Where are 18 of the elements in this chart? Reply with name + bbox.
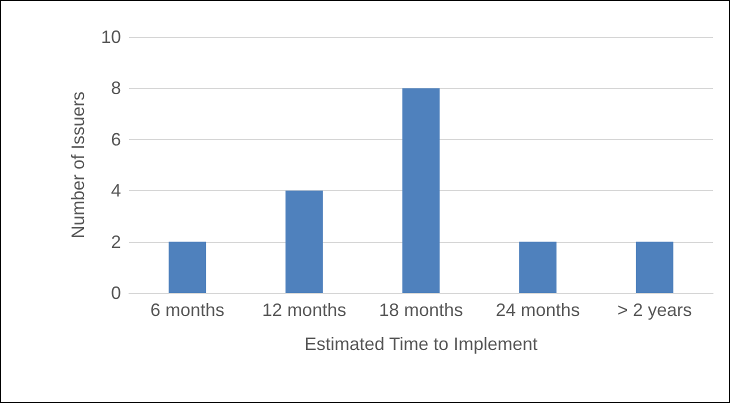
y-tick-label: 0 (110, 283, 121, 303)
x-tick-label: > 2 years (617, 300, 692, 320)
bar (636, 242, 674, 293)
y-tick-label: 6 (110, 129, 121, 150)
y-tick-label: 8 (110, 78, 121, 98)
bar (402, 88, 440, 293)
x-tick-label: 18 months (378, 300, 464, 320)
y-tick-label: 4 (110, 180, 121, 201)
y-axis-title: Number of Issuers (68, 91, 88, 239)
bar (519, 242, 556, 293)
x-axis-title: Estimated Time to Implement (304, 334, 538, 354)
bar (286, 190, 323, 293)
y-tick-label: 10 (100, 27, 121, 47)
x-tick-label: 6 months (150, 300, 224, 320)
y-tick-label: 2 (110, 232, 121, 252)
x-tick-label: 24 months (496, 300, 580, 320)
x-tick-label: 12 months (262, 300, 346, 320)
bar (168, 242, 206, 293)
